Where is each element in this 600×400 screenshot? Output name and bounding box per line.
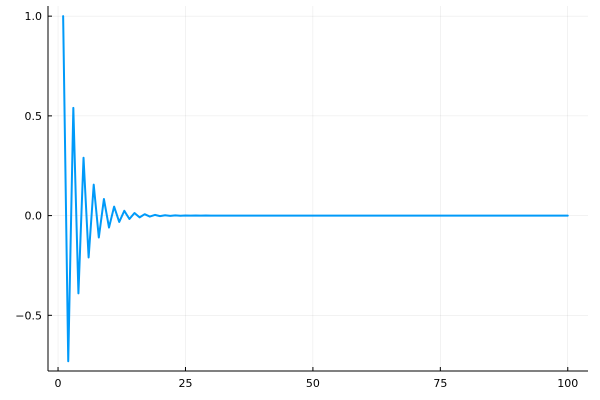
series-line	[62, 15, 569, 363]
y-tick-label: 0.5	[25, 110, 43, 123]
x-tick-label: 25	[178, 377, 192, 390]
grid-lines	[48, 6, 588, 371]
axes	[47, 6, 588, 372]
series-layer	[62, 15, 569, 363]
y-tick-label: 0.0	[25, 210, 43, 223]
x-tick-label: 50	[306, 377, 320, 390]
x-tick-label: 75	[433, 377, 447, 390]
x-tick-label: 100	[557, 377, 578, 390]
x-tick-label: 0	[55, 377, 62, 390]
ticks: 0 25 50 75 100 −0.5 0.0 0.5 1.0	[15, 10, 578, 390]
y-tick-label: −0.5	[15, 309, 42, 322]
y-tick-label: 1.0	[25, 10, 43, 23]
